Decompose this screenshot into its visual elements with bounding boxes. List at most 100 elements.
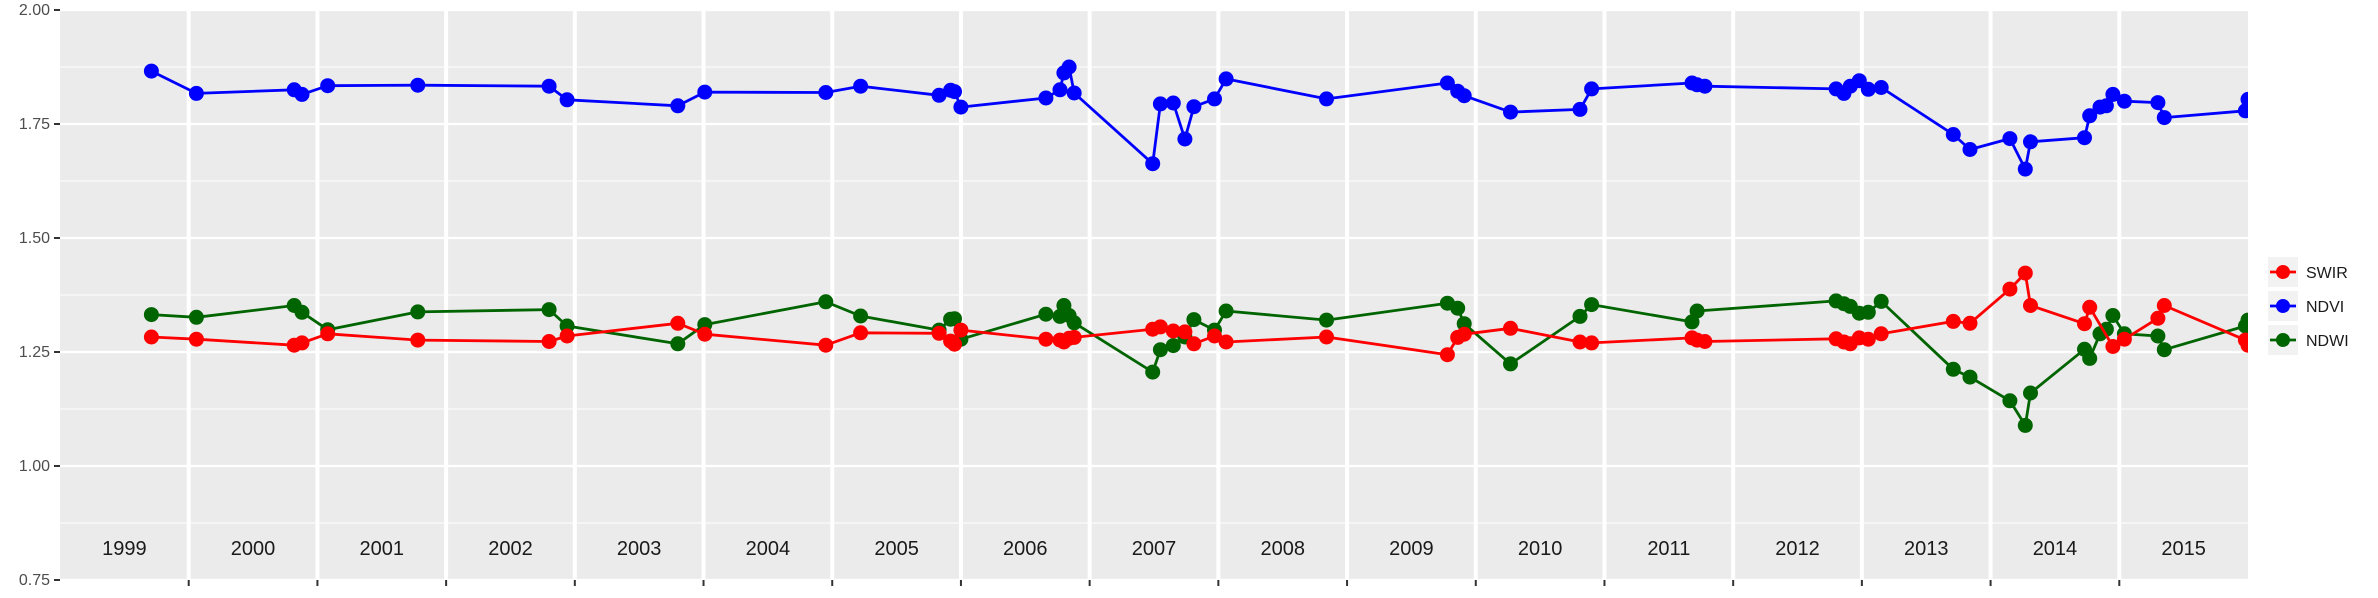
data-point-swir: [2082, 299, 2098, 315]
data-point-ndvi: [2023, 134, 2038, 150]
data-point-ndwi: [947, 311, 962, 327]
data-point-ndwi: [1584, 297, 1600, 313]
legend-label-ndwi: NDWI: [2306, 333, 2349, 350]
data-point-ndvi: [1439, 75, 1455, 91]
data-point-swir: [1962, 315, 1978, 331]
data-point-ndvi: [1697, 78, 1713, 94]
data-point-ndwi: [1186, 312, 1202, 328]
data-point-ndwi: [1218, 303, 1234, 319]
year-label: 2010: [1518, 538, 1563, 560]
data-point-ndwi: [670, 336, 686, 352]
data-point-ndvi: [2240, 91, 2248, 107]
data-point-ndvi: [1207, 91, 1222, 107]
data-point-swir: [2077, 316, 2092, 332]
data-point-swir: [1503, 320, 1518, 336]
data-point-ndvi: [2156, 110, 2172, 126]
data-point-ndvi: [1165, 95, 1181, 111]
year-label: 2011: [1647, 538, 1690, 560]
data-point-ndwi: [2156, 342, 2172, 358]
legend-key-point: [2276, 299, 2290, 313]
data-point-ndvi: [188, 85, 204, 101]
legend-item-swir: SWIR: [2268, 257, 2348, 287]
year-label: 2006: [1003, 538, 1048, 560]
series-ndvi: [143, 59, 2248, 177]
data-point-ndwi: [2002, 393, 2018, 409]
legend-key-point: [2276, 265, 2290, 279]
y-tick-label: 1.00: [19, 458, 50, 475]
data-point-ndvi: [559, 92, 575, 108]
data-point-ndvi: [2116, 93, 2132, 109]
data-point-swir: [1697, 334, 1713, 349]
series-group: [143, 59, 2248, 433]
data-point-swir: [1319, 329, 1334, 345]
data-point-ndwi: [1962, 369, 1978, 385]
data-point-swir: [931, 325, 947, 341]
legend-label-ndvi: NDVI: [2306, 299, 2344, 316]
data-point-ndvi: [1038, 90, 1054, 106]
data-point-ndvi: [1584, 81, 1600, 97]
data-point-ndwi: [2023, 385, 2038, 401]
year-label: 2008: [1260, 538, 1305, 560]
data-point-ndvi: [1319, 91, 1334, 107]
data-point-swir: [2240, 337, 2248, 353]
data-point-ndvi: [1945, 127, 1961, 142]
data-point-ndwi: [1152, 342, 1168, 358]
data-point-swir: [2002, 281, 2018, 297]
data-point-swir: [947, 336, 962, 352]
data-point-ndwi: [818, 294, 834, 310]
data-point-swir: [2116, 331, 2132, 347]
y-tick-label: 1.50: [19, 230, 50, 247]
data-point-ndvi: [1052, 82, 1068, 98]
data-point-ndvi: [1218, 71, 1234, 87]
year-label: 2009: [1389, 538, 1434, 560]
series-swir: [143, 265, 2248, 363]
data-point-swir: [853, 325, 869, 341]
data-point-swir: [2023, 298, 2038, 313]
year-label: 2000: [231, 538, 276, 560]
data-point-swir: [2156, 298, 2172, 313]
data-point-ndwi: [1456, 316, 1472, 332]
data-point-ndvi: [541, 78, 557, 94]
data-point-swir: [697, 326, 713, 342]
data-point-swir: [1207, 328, 1222, 344]
data-point-ndwi: [2150, 328, 2166, 344]
data-point-ndwi: [2082, 350, 2098, 366]
data-point-swir: [1218, 334, 1234, 350]
year-label: 2015: [2161, 538, 2206, 560]
data-point-swir: [1860, 331, 1876, 347]
data-point-swir: [1572, 334, 1588, 350]
data-point-ndwi: [2098, 321, 2114, 337]
data-point-ndwi: [2105, 308, 2121, 323]
data-point-ndvi: [697, 84, 713, 100]
data-point-swir: [2105, 339, 2121, 354]
data-point-ndvi: [1962, 142, 1978, 157]
series-line-ndwi: [151, 299, 2248, 427]
data-point-ndvi: [1145, 156, 1161, 172]
y-tick-label: 0.75: [19, 572, 50, 589]
data-point-swir: [1945, 313, 1961, 329]
data-point-ndwi: [410, 304, 426, 320]
data-point-swir: [541, 334, 557, 349]
data-point-ndvi: [2017, 161, 2033, 177]
data-point-ndvi: [1572, 101, 1588, 117]
data-point-swir: [818, 337, 834, 353]
data-point-swir: [188, 331, 204, 347]
data-point-ndwi: [188, 309, 204, 325]
data-point-ndvi: [143, 63, 159, 79]
legend-label-swir: SWIR: [2306, 265, 2348, 282]
data-point-ndvi: [1860, 81, 1876, 97]
year-label: 2001: [360, 538, 405, 560]
data-point-ndvi: [1061, 59, 1077, 75]
data-point-ndvi: [670, 98, 686, 114]
data-point-ndvi: [410, 77, 426, 93]
data-point-ndvi: [1152, 96, 1168, 112]
year-label: 1999: [102, 538, 147, 560]
year-label: 2004: [746, 538, 791, 560]
series-ndwi: [143, 293, 2248, 433]
year-label: 2007: [1132, 538, 1177, 560]
data-point-ndvi: [1503, 104, 1518, 120]
data-point-swir: [953, 322, 969, 338]
year-label: 2012: [1775, 538, 1820, 560]
